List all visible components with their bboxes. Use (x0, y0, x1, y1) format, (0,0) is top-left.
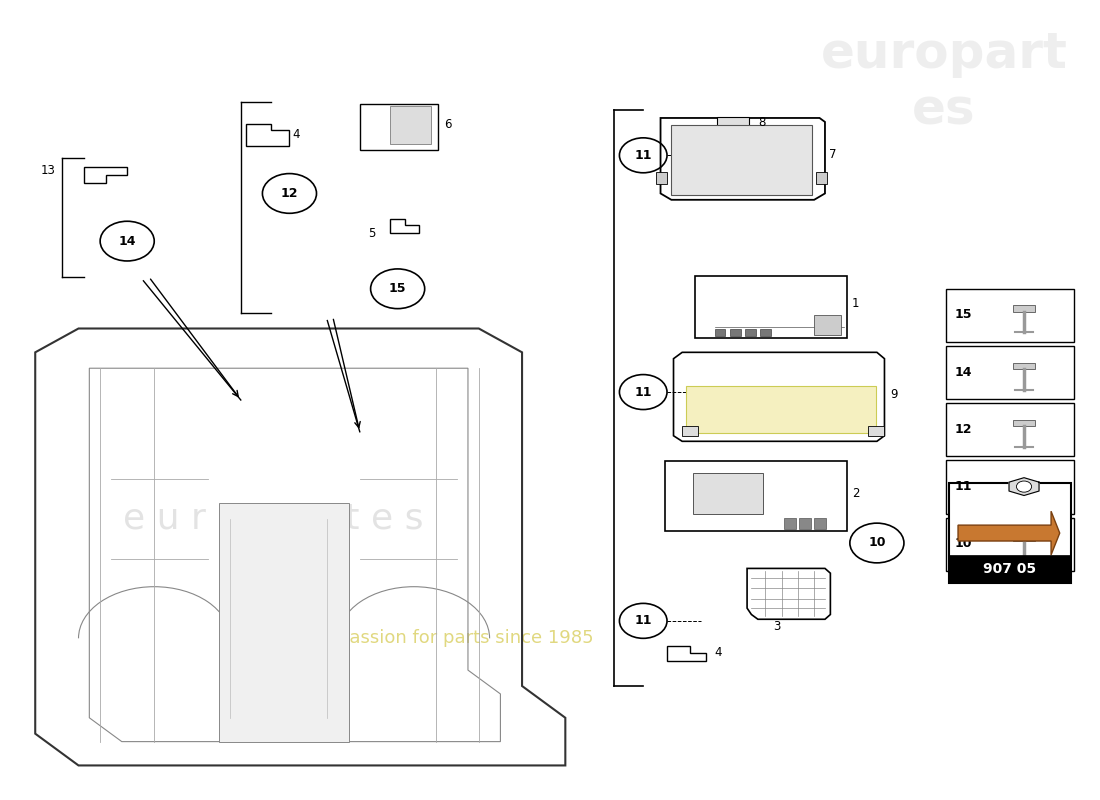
FancyBboxPatch shape (717, 117, 749, 131)
FancyBboxPatch shape (360, 105, 438, 150)
Text: 9: 9 (890, 388, 898, 401)
FancyBboxPatch shape (816, 172, 827, 184)
FancyBboxPatch shape (390, 106, 431, 144)
FancyBboxPatch shape (946, 289, 1074, 342)
FancyBboxPatch shape (745, 329, 756, 337)
FancyBboxPatch shape (1013, 420, 1035, 426)
Text: 6: 6 (444, 118, 452, 130)
FancyBboxPatch shape (1013, 306, 1035, 312)
FancyBboxPatch shape (219, 503, 349, 742)
Text: 11: 11 (635, 614, 652, 627)
Polygon shape (958, 511, 1059, 555)
FancyBboxPatch shape (946, 460, 1074, 514)
Text: 14: 14 (119, 234, 136, 248)
Text: 10: 10 (868, 537, 886, 550)
Text: 5: 5 (368, 227, 376, 240)
FancyBboxPatch shape (946, 403, 1074, 457)
Text: 10: 10 (955, 538, 972, 550)
Text: 1: 1 (852, 297, 859, 310)
FancyBboxPatch shape (686, 386, 876, 434)
Text: 15: 15 (955, 309, 972, 322)
FancyBboxPatch shape (671, 125, 812, 195)
Text: 15: 15 (389, 282, 406, 295)
FancyBboxPatch shape (682, 426, 698, 436)
FancyBboxPatch shape (729, 329, 740, 337)
FancyBboxPatch shape (814, 315, 842, 335)
FancyBboxPatch shape (946, 346, 1074, 399)
FancyBboxPatch shape (799, 518, 811, 529)
Text: 12: 12 (280, 187, 298, 200)
Text: 4: 4 (715, 646, 722, 659)
Text: 2: 2 (852, 487, 859, 500)
Text: 7: 7 (829, 148, 837, 161)
Text: europart
es: europart es (821, 30, 1067, 134)
Text: 11: 11 (955, 480, 972, 493)
FancyBboxPatch shape (1013, 362, 1035, 369)
Text: 8: 8 (758, 116, 766, 129)
Text: 14: 14 (955, 366, 972, 378)
Text: 4: 4 (293, 128, 300, 141)
FancyBboxPatch shape (715, 329, 725, 337)
Text: e u r o p a r t e s: e u r o p a r t e s (123, 502, 424, 536)
FancyBboxPatch shape (657, 172, 667, 184)
Polygon shape (1009, 478, 1040, 495)
Text: 11: 11 (635, 386, 652, 398)
FancyBboxPatch shape (664, 461, 847, 531)
FancyBboxPatch shape (1013, 534, 1035, 541)
FancyBboxPatch shape (693, 473, 763, 514)
FancyBboxPatch shape (760, 329, 771, 337)
Circle shape (1016, 481, 1032, 492)
Text: 907 05: 907 05 (983, 562, 1036, 576)
Text: 3: 3 (773, 620, 780, 634)
Text: 12: 12 (955, 423, 972, 436)
FancyBboxPatch shape (949, 483, 1070, 582)
FancyBboxPatch shape (695, 276, 847, 338)
FancyBboxPatch shape (814, 518, 826, 529)
FancyBboxPatch shape (949, 555, 1070, 582)
FancyBboxPatch shape (946, 518, 1074, 571)
FancyBboxPatch shape (868, 426, 884, 436)
Text: 13: 13 (41, 163, 55, 177)
FancyBboxPatch shape (784, 518, 795, 529)
Text: 11: 11 (635, 149, 652, 162)
Text: a passion for parts since 1985: a passion for parts since 1985 (321, 630, 594, 647)
